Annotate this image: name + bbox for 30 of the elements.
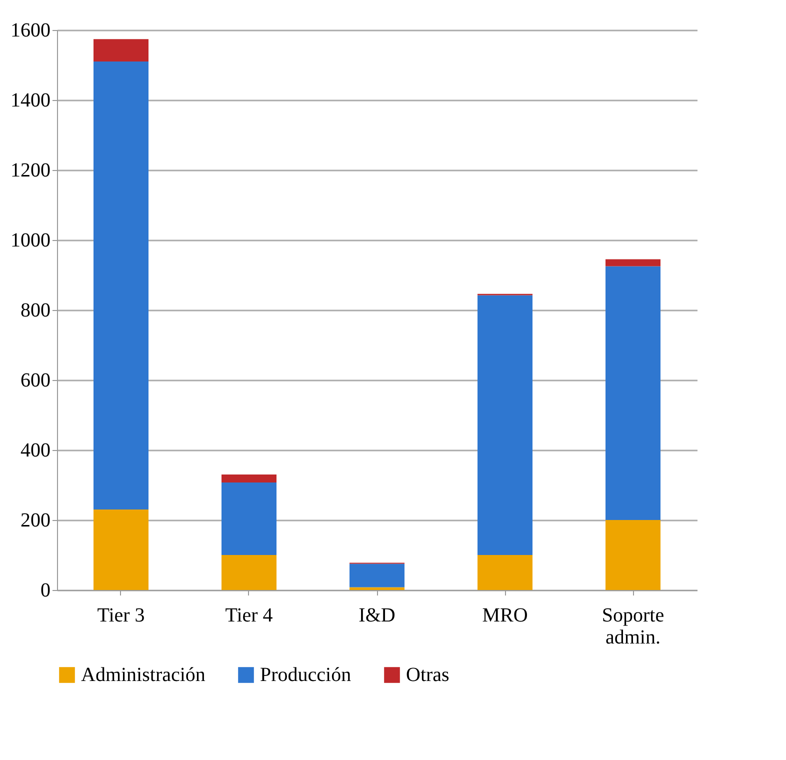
x-tick-label: MRO [482,604,528,626]
legend-label: Otras [406,664,450,686]
bar [478,295,532,555]
bar [94,62,148,510]
bar [350,587,404,590]
y-tick-label: 800 [20,300,50,322]
x-tick-label: I&D [358,604,396,626]
bar [606,266,660,520]
y-tick-label: 200 [20,510,50,532]
x-tick-label: Soporte admin. [602,604,664,648]
y-tick-label: 1400 [10,90,50,112]
bar [606,259,660,266]
y-tick-label: 1200 [10,160,50,182]
x-tick-label: Tier 3 [97,604,145,626]
y-tick-label: 1000 [10,230,50,252]
bar [350,564,404,588]
y-tick-label: 400 [20,440,50,462]
bar [94,39,148,62]
legend-label: Administración [81,664,206,686]
bar [222,555,276,590]
bar [94,510,148,590]
y-tick-label: 0 [40,580,50,602]
legend-label: Producción [260,664,352,686]
y-tick-label: 600 [20,370,50,392]
x-tick-label: Tier 4 [225,604,273,626]
y-tick-label: 1600 [10,20,50,42]
bar [478,555,532,590]
bar [222,474,276,483]
bar [222,482,276,555]
bar [606,520,660,590]
